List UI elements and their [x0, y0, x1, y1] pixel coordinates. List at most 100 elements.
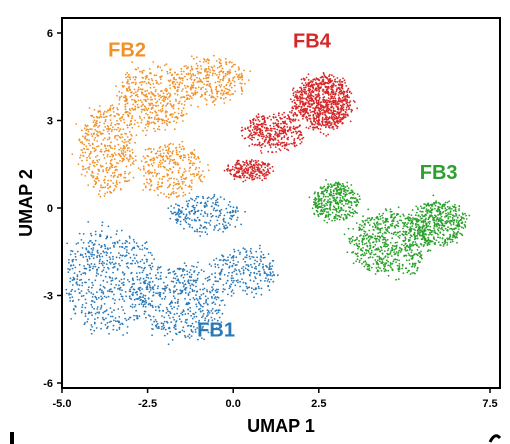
- scatter-point: [97, 252, 99, 254]
- scatter-point: [107, 295, 110, 298]
- scatter-point: [198, 295, 201, 298]
- scatter-point: [86, 128, 88, 131]
- scatter-point: [231, 289, 234, 291]
- scatter-point: [397, 253, 399, 255]
- scatter-point: [116, 138, 119, 141]
- scatter-point: [376, 221, 379, 224]
- scatter-point: [121, 271, 124, 273]
- scatter-point: [119, 264, 121, 267]
- scatter-point: [180, 103, 183, 105]
- scatter-point: [401, 264, 404, 267]
- scatter-point: [88, 153, 91, 156]
- scatter-point: [152, 161, 155, 164]
- scatter-point: [183, 284, 186, 286]
- scatter-point: [204, 221, 206, 224]
- scatter-point: [176, 86, 179, 89]
- scatter-point: [234, 211, 237, 214]
- scatter-point: [390, 214, 393, 216]
- scatter-point: [172, 280, 175, 283]
- scatter-point: [454, 209, 457, 211]
- scatter-point: [111, 164, 114, 167]
- scatter-point: [146, 274, 149, 276]
- scatter-point: [244, 260, 247, 263]
- scatter-point: [173, 81, 176, 83]
- scatter-point: [213, 65, 216, 67]
- scatter-point: [149, 188, 152, 191]
- scatter-point: [96, 145, 98, 148]
- scatter-point: [395, 251, 398, 253]
- scatter-point: [145, 316, 147, 319]
- scatter-point: [110, 141, 112, 144]
- scatter-point: [219, 259, 222, 261]
- scatter-point: [189, 298, 192, 301]
- scatter-point: [188, 184, 191, 187]
- scatter-point: [206, 197, 209, 200]
- scatter-point: [113, 128, 116, 131]
- scatter-point: [245, 251, 248, 254]
- scatter-point: [100, 295, 102, 298]
- scatter-point: [159, 102, 162, 104]
- scatter-point: [176, 162, 179, 165]
- scatter-point: [384, 224, 387, 227]
- scatter-point: [138, 272, 141, 274]
- scatter-point: [157, 164, 160, 166]
- scatter-point: [296, 91, 298, 94]
- scatter-point: [258, 247, 261, 250]
- scatter-point: [84, 271, 86, 274]
- scatter-point: [105, 254, 108, 257]
- scatter-point: [249, 279, 252, 282]
- scatter-point: [374, 249, 377, 251]
- scatter-point: [102, 153, 105, 156]
- scatter-point: [373, 218, 376, 221]
- scatter-point: [169, 100, 172, 103]
- scatter-point: [425, 226, 428, 228]
- scatter-point: [127, 113, 129, 116]
- scatter-point: [118, 256, 121, 259]
- scatter-point: [264, 256, 266, 259]
- scatter-point: [448, 213, 450, 216]
- scatter-point: [312, 128, 315, 131]
- scatter-point: [131, 277, 134, 280]
- scatter-point: [93, 254, 96, 256]
- scatter-point: [179, 185, 182, 188]
- scatter-point: [423, 244, 425, 246]
- scatter-point: [356, 238, 358, 241]
- scatter-point: [411, 222, 414, 225]
- scatter-point: [379, 250, 381, 253]
- scatter-point: [91, 171, 94, 174]
- scatter-point: [206, 205, 208, 207]
- scatter-point: [190, 188, 193, 191]
- scatter-point: [155, 118, 158, 121]
- scatter-point: [98, 311, 100, 314]
- scatter-point: [94, 279, 97, 282]
- scatter-point: [176, 178, 178, 181]
- scatter-point: [458, 214, 461, 217]
- scatter-point: [172, 316, 175, 319]
- scatter-point: [317, 213, 319, 216]
- scatter-point: [353, 201, 356, 204]
- scatter-point: [362, 235, 365, 238]
- scatter-point: [159, 109, 162, 111]
- scatter-point: [339, 201, 342, 204]
- scatter-point: [173, 306, 176, 308]
- scatter-point: [350, 184, 353, 186]
- scatter-point: [383, 270, 386, 273]
- scatter-point: [157, 120, 159, 123]
- scatter-point: [120, 173, 123, 176]
- scatter-point: [92, 244, 95, 247]
- scatter-point: [173, 181, 175, 184]
- scatter-point: [104, 118, 107, 121]
- scatter-point: [103, 266, 105, 269]
- scatter-point: [250, 263, 252, 266]
- scatter-point: [338, 96, 341, 99]
- scatter-point: [416, 233, 419, 235]
- scatter-point: [163, 316, 166, 319]
- scatter-point: [209, 291, 212, 294]
- scatter-point: [162, 92, 165, 95]
- scatter-point: [386, 218, 389, 220]
- scatter-point: [99, 308, 102, 310]
- scatter-point: [189, 173, 192, 176]
- scatter-point: [94, 233, 97, 236]
- scatter-point: [452, 236, 454, 239]
- scatter-point: [131, 94, 133, 97]
